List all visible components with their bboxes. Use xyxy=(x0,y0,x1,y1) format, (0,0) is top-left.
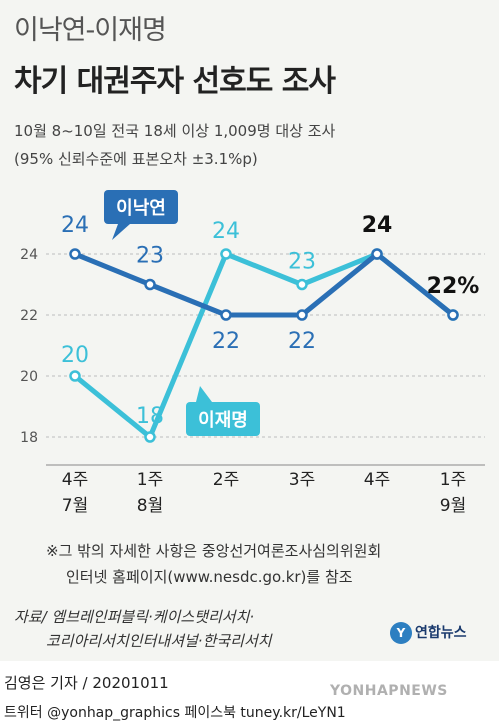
yonhap-logo: Y 연합뉴스 xyxy=(390,622,467,644)
margin-info: (95% 신뢰수준에 표본오차 ±3.1%p) xyxy=(14,150,258,168)
logo-text: 연합뉴스 xyxy=(415,625,467,641)
x-tick-label: 8월 xyxy=(137,496,163,516)
x-tick-label: 4주 xyxy=(62,470,88,490)
data-label: 22 xyxy=(212,329,240,354)
legend-lee-jaemyung: 이재명 xyxy=(186,386,260,436)
data-point xyxy=(447,309,459,321)
data-point xyxy=(296,309,308,321)
data-point xyxy=(69,370,81,382)
x-tick-label: 1주 xyxy=(137,470,163,490)
byline: 김영은 기자 / 20201011 xyxy=(4,674,169,692)
chart-panel xyxy=(0,0,499,661)
logo-mark-icon: Y xyxy=(390,622,412,644)
series-line-lee-nakyon xyxy=(74,251,455,318)
footnote-line2: 인터넷 홈페이지(www.nesdc.go.kr)를 참조 xyxy=(66,568,353,586)
legend-lee-nakyon: 이낙연 xyxy=(104,190,178,240)
data-label: 22 xyxy=(288,329,316,354)
legend-box xyxy=(104,190,178,224)
series-line-lee-jaemyung xyxy=(73,251,455,440)
x-tick-label: 7월 xyxy=(62,496,88,516)
x-tick-label: 9월 xyxy=(440,496,466,516)
data-label: 23 xyxy=(288,250,316,275)
watermark: YONHAPNEWS xyxy=(330,683,448,699)
x-tick-label: 4주 xyxy=(364,470,390,490)
y-tick-label: 22 xyxy=(20,308,38,324)
legend-label: 이재명 xyxy=(198,410,248,431)
title-line1: 이낙연-이재명 xyxy=(14,15,167,46)
data-point xyxy=(371,248,383,260)
social-links: 트위터 @yonhap_graphics 페이스북 tuney.kr/LeYN1 xyxy=(4,705,346,721)
footnote-line1: ※그 밖의 자세한 사항은 중앙선거여론조사심의위원회 xyxy=(46,542,382,560)
y-tick-label: 20 xyxy=(20,369,38,385)
data-label: 23 xyxy=(136,244,164,269)
y-tick-label: 24 xyxy=(20,247,38,263)
x-tick-label: 1주 xyxy=(440,470,466,490)
source-line1: 자료/ 엠브레인퍼블릭·케이스탯리서치· xyxy=(14,608,255,626)
data-label: 20 xyxy=(61,343,89,368)
data-label: 18 xyxy=(136,404,164,429)
legend-label: 이낙연 xyxy=(116,198,166,219)
data-point xyxy=(144,278,156,291)
legend-pointer xyxy=(112,224,130,240)
y-tick-label: 18 xyxy=(20,430,38,446)
data-point xyxy=(144,431,156,443)
x-tick-label: 3주 xyxy=(289,470,315,490)
data-label: 22% xyxy=(427,274,480,299)
title-line2: 차기 대권주자 선호도 조사 xyxy=(14,64,336,99)
source-line2: 코리아리서치인터내셔널·한국리서치 xyxy=(46,632,272,650)
legend-pointer xyxy=(196,386,212,402)
data-point xyxy=(296,278,308,291)
survey-info: 10월 8~10일 전국 18세 이상 1,009명 대상 조사 xyxy=(14,122,336,140)
data-label: 24 xyxy=(362,213,393,238)
x-tick-label: 2주 xyxy=(213,470,239,490)
data-label: 24 xyxy=(212,219,240,244)
data-point xyxy=(220,248,232,260)
data-point xyxy=(69,248,81,260)
data-point xyxy=(220,309,232,321)
data-label: 24 xyxy=(61,213,89,238)
legend-box xyxy=(186,402,260,436)
